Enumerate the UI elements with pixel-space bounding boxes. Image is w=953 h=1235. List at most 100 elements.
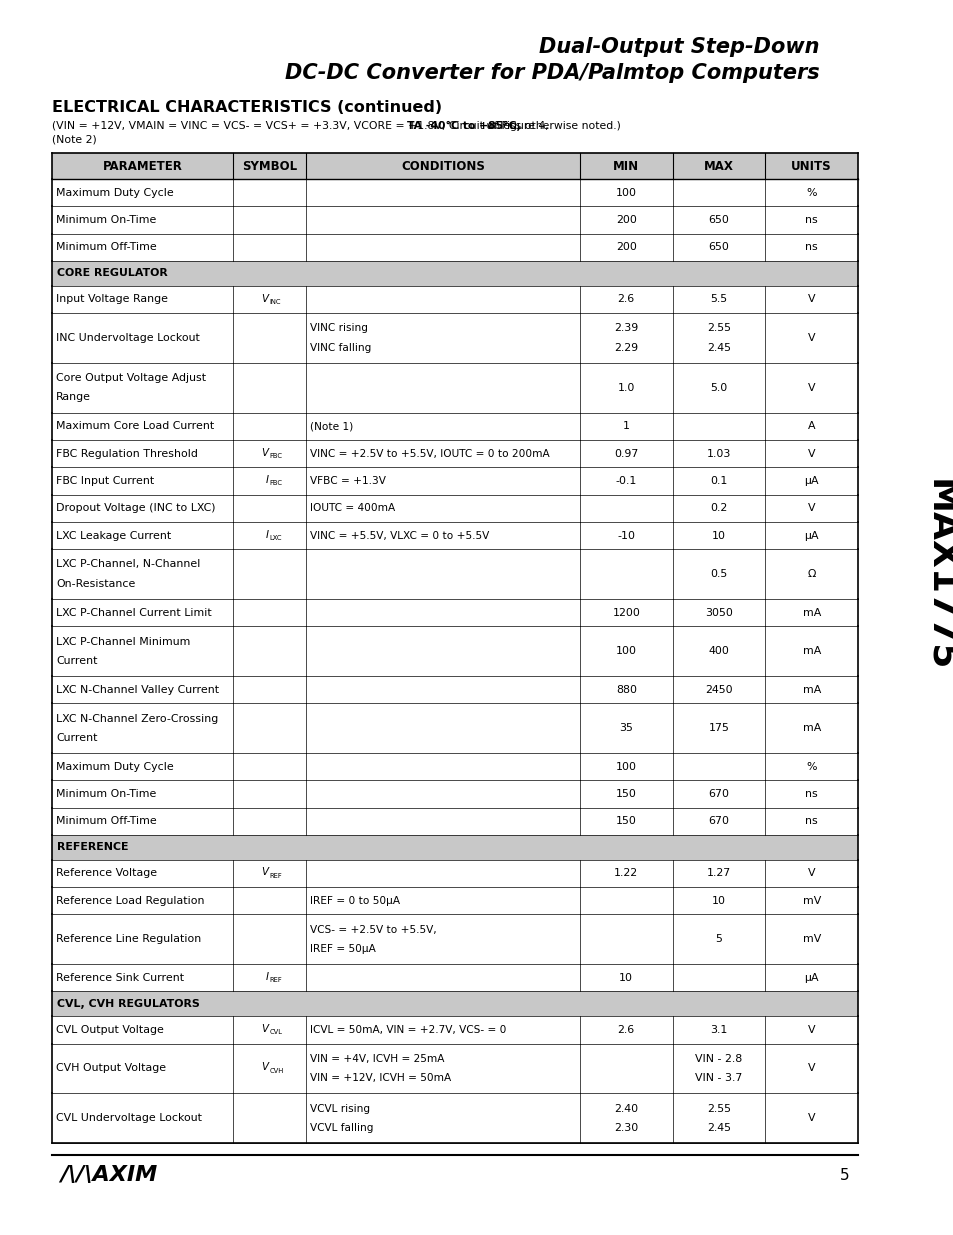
Text: Dropout Voltage (INC to LXC): Dropout Voltage (INC to LXC) [56, 503, 215, 514]
Text: 35: 35 [618, 722, 633, 734]
Text: V: V [261, 447, 269, 457]
Text: 200: 200 [616, 215, 636, 225]
Text: VCVL rising: VCVL rising [310, 1104, 370, 1114]
Text: CORE REGULATOR: CORE REGULATOR [57, 268, 168, 278]
Text: Reference Line Regulation: Reference Line Regulation [56, 934, 201, 945]
Text: VCVL falling: VCVL falling [310, 1123, 373, 1132]
Text: 1.22: 1.22 [614, 868, 638, 878]
Text: 2.6: 2.6 [617, 1025, 635, 1035]
Text: CVH Output Voltage: CVH Output Voltage [56, 1063, 166, 1073]
Text: CVL, CVH REGULATORS: CVL, CVH REGULATORS [57, 999, 199, 1009]
Text: 5.5: 5.5 [710, 294, 727, 305]
Text: VINC = +5.5V, VLXC = 0 to +5.5V: VINC = +5.5V, VLXC = 0 to +5.5V [310, 531, 489, 541]
Text: 880: 880 [615, 684, 636, 694]
Text: V: V [807, 1063, 815, 1073]
Text: VIN = +4V, ICVH = 25mA: VIN = +4V, ICVH = 25mA [310, 1053, 444, 1063]
Text: 10: 10 [711, 531, 725, 541]
Text: 2.40: 2.40 [614, 1104, 638, 1114]
Text: unless otherwise noted.): unless otherwise noted.) [482, 121, 619, 131]
Text: 100: 100 [615, 646, 636, 656]
Text: mV: mV [801, 934, 820, 945]
Text: LXC N-Channel Zero-Crossing: LXC N-Channel Zero-Crossing [56, 714, 218, 724]
Text: LXC P-Channel Current Limit: LXC P-Channel Current Limit [56, 608, 212, 618]
Text: LXC: LXC [270, 535, 282, 541]
Text: 1200: 1200 [612, 608, 639, 618]
Text: V: V [807, 503, 815, 514]
Text: Current: Current [56, 732, 97, 742]
Text: VIN - 2.8: VIN - 2.8 [695, 1053, 741, 1063]
Text: On-Resistance: On-Resistance [56, 578, 135, 589]
Text: Reference Voltage: Reference Voltage [56, 868, 157, 878]
Text: 5: 5 [715, 934, 721, 945]
Text: Minimum Off-Time: Minimum Off-Time [56, 816, 156, 826]
Text: REF: REF [270, 873, 282, 879]
Text: V: V [807, 383, 815, 393]
Text: μA: μA [803, 475, 818, 485]
Text: mA: mA [801, 608, 820, 618]
Text: 10: 10 [711, 895, 725, 905]
Text: ns: ns [804, 242, 817, 252]
Text: 2.55: 2.55 [706, 1104, 730, 1114]
Text: Ω: Ω [806, 569, 815, 579]
Bar [52, 261, 857, 285]
Text: V: V [261, 867, 269, 877]
Text: Current: Current [56, 656, 97, 666]
Text: VINC falling: VINC falling [310, 342, 371, 352]
Text: μA: μA [803, 973, 818, 983]
Text: V: V [807, 1025, 815, 1035]
Text: 400: 400 [708, 646, 729, 656]
Text: V: V [261, 1024, 269, 1034]
Text: V: V [807, 448, 815, 458]
Text: CVL: CVL [270, 1030, 282, 1035]
Text: CVL Undervoltage Lockout: CVL Undervoltage Lockout [56, 1113, 202, 1123]
Text: REF: REF [270, 977, 282, 983]
Text: mA: mA [801, 684, 820, 694]
Text: mA: mA [801, 722, 820, 734]
Text: 150: 150 [616, 789, 636, 799]
Text: Maximum Duty Cycle: Maximum Duty Cycle [56, 188, 173, 198]
Text: LXC P-Channel, N-Channel: LXC P-Channel, N-Channel [56, 559, 200, 569]
Text: Minimum On-Time: Minimum On-Time [56, 789, 156, 799]
Text: 5.0: 5.0 [710, 383, 727, 393]
Bar [52, 992, 857, 1016]
Text: FBC Regulation Threshold: FBC Regulation Threshold [56, 448, 197, 458]
Text: Reference Load Regulation: Reference Load Regulation [56, 895, 204, 905]
Text: Range: Range [56, 393, 91, 403]
Text: %: % [805, 188, 816, 198]
Text: 150: 150 [616, 816, 636, 826]
Text: 3050: 3050 [704, 608, 732, 618]
Text: ns: ns [804, 215, 817, 225]
Text: 175: 175 [708, 722, 729, 734]
Text: VCS- = +2.5V to +5.5V,: VCS- = +2.5V to +5.5V, [310, 925, 436, 935]
Text: mV: mV [801, 895, 820, 905]
Text: Dual-Output Step-Down: Dual-Output Step-Down [539, 37, 820, 57]
Text: A: A [807, 421, 815, 431]
Text: mA: mA [801, 646, 820, 656]
Text: 650: 650 [708, 215, 729, 225]
Text: 2.30: 2.30 [614, 1123, 638, 1132]
Text: 5: 5 [840, 1167, 849, 1182]
Text: 0.1: 0.1 [710, 475, 727, 485]
Text: Maximum Duty Cycle: Maximum Duty Cycle [56, 762, 173, 772]
Text: LXC Leakage Current: LXC Leakage Current [56, 531, 172, 541]
Text: VIN = +12V, ICVH = 50mA: VIN = +12V, ICVH = 50mA [310, 1073, 451, 1083]
Text: Reference Sink Current: Reference Sink Current [56, 973, 184, 983]
Text: 650: 650 [708, 242, 729, 252]
Text: 1.0: 1.0 [617, 383, 635, 393]
Text: Input Voltage Range: Input Voltage Range [56, 294, 168, 305]
Text: ICVL = 50mA, VIN = +2.7V, VCS- = 0: ICVL = 50mA, VIN = +2.7V, VCS- = 0 [310, 1025, 506, 1035]
Text: IREF = 0 to 50μA: IREF = 0 to 50μA [310, 895, 399, 905]
Text: CVL Output Voltage: CVL Output Voltage [56, 1025, 164, 1035]
Text: Minimum Off-Time: Minimum Off-Time [56, 242, 156, 252]
Text: 1: 1 [622, 421, 629, 431]
Text: FBC: FBC [270, 480, 282, 487]
Text: 2.45: 2.45 [706, 1123, 730, 1132]
Text: VIN - 3.7: VIN - 3.7 [695, 1073, 741, 1083]
Text: DC-DC Converter for PDA/Palmtop Computers: DC-DC Converter for PDA/Palmtop Computer… [285, 63, 820, 83]
Text: 670: 670 [708, 816, 729, 826]
Text: ns: ns [804, 789, 817, 799]
Bar [52, 153, 857, 179]
Text: 670: 670 [708, 789, 729, 799]
Text: INC Undervoltage Lockout: INC Undervoltage Lockout [56, 333, 200, 343]
Text: TA -40°C to +85°C,: TA -40°C to +85°C, [407, 121, 520, 131]
